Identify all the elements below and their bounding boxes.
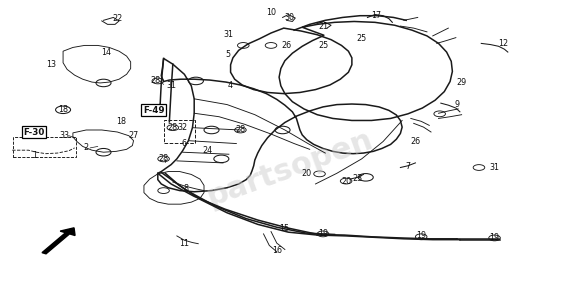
Text: 19: 19	[318, 229, 328, 238]
Text: partsopen: partsopen	[202, 124, 377, 212]
Text: 16: 16	[272, 246, 282, 255]
Text: 28: 28	[151, 77, 160, 86]
Text: 9: 9	[455, 100, 460, 109]
Text: 14: 14	[101, 48, 111, 57]
Text: 20: 20	[302, 169, 312, 178]
Text: 31: 31	[490, 163, 500, 172]
Text: 7: 7	[405, 162, 411, 171]
Text: 10: 10	[266, 8, 276, 17]
Text: 8: 8	[183, 184, 188, 193]
Text: 6: 6	[182, 139, 187, 148]
Text: 20: 20	[341, 177, 351, 186]
Text: 25: 25	[357, 34, 367, 43]
FancyArrow shape	[42, 228, 75, 254]
Text: 28: 28	[235, 126, 245, 135]
Text: 17: 17	[371, 11, 381, 20]
Text: 31: 31	[224, 30, 234, 39]
Text: 30: 30	[284, 13, 295, 22]
Text: 19: 19	[489, 233, 500, 242]
Text: 24: 24	[203, 146, 212, 155]
Text: 26: 26	[281, 41, 292, 50]
Text: 1: 1	[32, 151, 36, 160]
Text: 2: 2	[83, 143, 89, 152]
Text: 29: 29	[456, 79, 467, 88]
Text: 23: 23	[353, 174, 362, 183]
Text: 5: 5	[225, 50, 230, 59]
Text: 25: 25	[318, 41, 328, 50]
Text: 31: 31	[166, 81, 176, 90]
Text: 12: 12	[498, 39, 508, 48]
Text: 22: 22	[112, 14, 123, 23]
Bar	[164, 120, 195, 143]
Text: 33: 33	[59, 131, 69, 140]
Text: 13: 13	[46, 60, 57, 69]
Text: 18: 18	[116, 117, 126, 126]
Text: 15: 15	[278, 224, 289, 233]
Bar	[13, 137, 76, 157]
Text: 28: 28	[159, 154, 168, 163]
Text: 18: 18	[58, 105, 68, 114]
Text: F-30: F-30	[24, 128, 45, 137]
Text: 4: 4	[228, 81, 233, 90]
Text: 28: 28	[168, 123, 178, 132]
Text: 27: 27	[129, 131, 138, 140]
Text: F-49: F-49	[143, 106, 164, 115]
Text: 19: 19	[416, 231, 426, 240]
Text: 26: 26	[411, 137, 420, 146]
Text: 11: 11	[179, 239, 189, 248]
Text: 21: 21	[318, 21, 328, 30]
Text: 32: 32	[178, 123, 188, 132]
